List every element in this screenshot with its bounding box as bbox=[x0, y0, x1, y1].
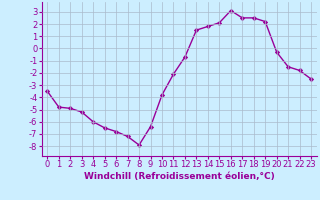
X-axis label: Windchill (Refroidissement éolien,°C): Windchill (Refroidissement éolien,°C) bbox=[84, 172, 275, 181]
